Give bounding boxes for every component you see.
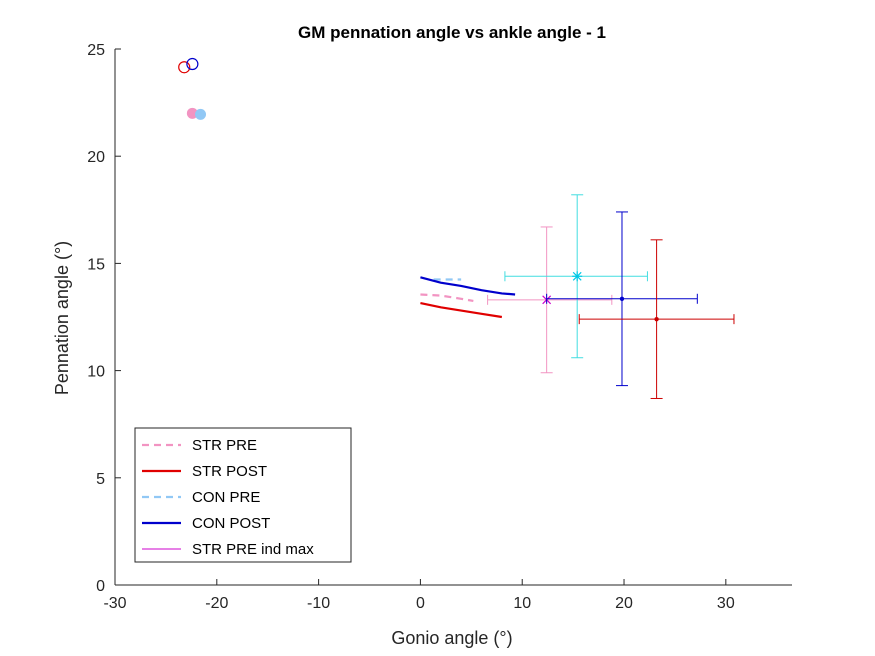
error-bar-group [546, 211, 698, 387]
x-tick-label: 10 [513, 595, 531, 612]
legend-label: CON POST [192, 515, 270, 532]
legend-label: STR PRE ind max [192, 541, 314, 558]
legend-label: STR PRE [192, 437, 257, 454]
y-tick-label: 5 [96, 471, 105, 488]
y-tick-label: 20 [87, 149, 105, 166]
point-marker [619, 296, 625, 301]
series-line [420, 301, 503, 319]
error-bar-group [578, 239, 735, 399]
legend-box [134, 427, 352, 563]
y-tick-label: 15 [87, 256, 105, 273]
x-tick-label: 30 [717, 595, 735, 612]
y-axis-label: Pennation angle (°) [52, 241, 72, 395]
error-bar-group [504, 194, 648, 359]
legend-item: STR PRE ind max [142, 541, 314, 558]
series-line [420, 276, 516, 296]
open-marker [186, 57, 199, 71]
plot-area [178, 57, 735, 399]
y-tick-label: 10 [87, 364, 105, 381]
legend: STR PRE STR POST CON PRE CON POST STR PRE in… [134, 427, 352, 563]
axes: -30 -20 -10 0 10 20 30 0 5 10 15 20 25 [87, 42, 792, 612]
point-marker [572, 271, 582, 281]
legend-item: CON POST [142, 515, 270, 532]
chart-title: GM pennation angle vs ankle angle - 1 [298, 23, 606, 42]
error-bar-group [487, 226, 613, 374]
filled-marker [195, 108, 207, 120]
y-tick-label: 0 [96, 578, 105, 595]
x-tick-label: -30 [103, 595, 126, 612]
x-tick-label: -20 [205, 595, 228, 612]
x-tick-label: 20 [615, 595, 633, 612]
legend-label: STR POST [192, 463, 267, 480]
legend-label: CON PRE [192, 489, 260, 506]
x-axis-label: Gonio angle (°) [391, 628, 512, 648]
filled-marker [186, 107, 198, 119]
x-tick-label: 0 [416, 595, 425, 612]
point-marker [654, 316, 659, 322]
x-tick-label: -10 [307, 595, 330, 612]
legend-item: STR POST [142, 463, 267, 480]
legend-item: STR PRE [142, 437, 257, 454]
y-tick-label: 25 [87, 42, 105, 59]
series-line [420, 293, 474, 303]
legend-item: CON PRE [142, 489, 260, 506]
open-marker [178, 61, 191, 74]
